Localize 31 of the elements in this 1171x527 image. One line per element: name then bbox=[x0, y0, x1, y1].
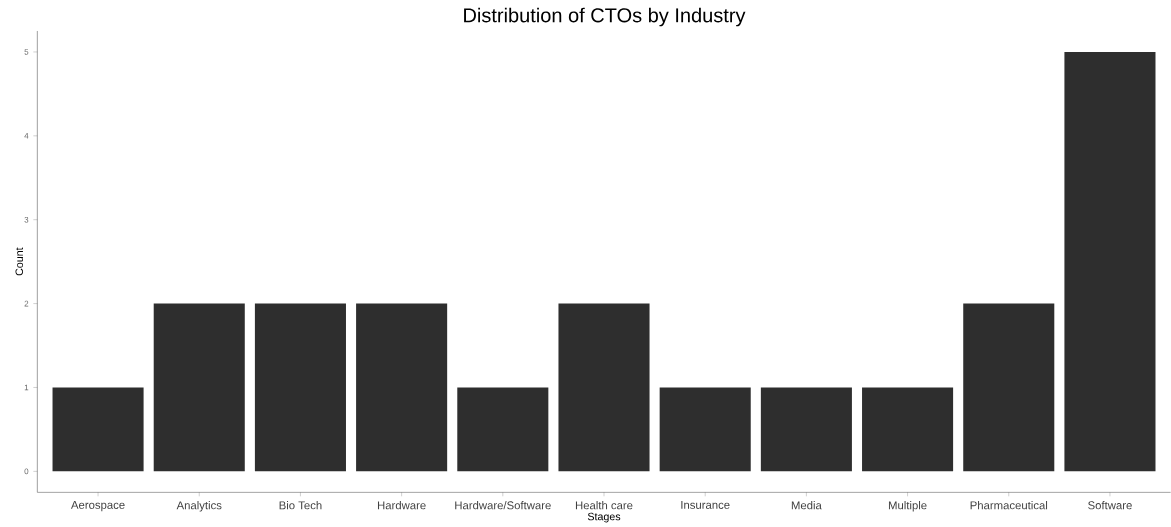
y-axis-title: Count bbox=[15, 247, 24, 276]
y-tick-label: 4 bbox=[24, 133, 29, 139]
x-tick-label: Pharmaceutical bbox=[970, 501, 1048, 510]
x-tick-label: Health care bbox=[575, 501, 633, 510]
y-tick-label: 1 bbox=[24, 384, 29, 391]
bar bbox=[52, 387, 144, 472]
bar bbox=[254, 303, 346, 472]
bar bbox=[153, 303, 245, 472]
x-tick-label: Insurance bbox=[681, 501, 730, 509]
bar bbox=[356, 303, 448, 472]
x-tick-label: Hardware/Software bbox=[455, 501, 551, 510]
chart-title: Distribution of CTOs by Industry bbox=[464, 7, 746, 27]
x-tick-label: Bio Tech bbox=[279, 501, 322, 510]
bar bbox=[659, 387, 751, 472]
bar bbox=[558, 303, 650, 472]
x-axis-title: Stages bbox=[587, 512, 621, 523]
bar bbox=[862, 387, 954, 472]
y-tick-label: 3 bbox=[24, 216, 29, 223]
y-tick-label: 5 bbox=[24, 49, 29, 55]
x-tick-label: Hardware bbox=[377, 501, 426, 510]
x-tick-label: Aerospace bbox=[70, 501, 125, 512]
x-tick-label: Multiple bbox=[888, 501, 927, 512]
x-tick-label: Software bbox=[1088, 501, 1132, 510]
bar bbox=[760, 387, 852, 472]
x-tick-label: Media bbox=[791, 501, 822, 510]
y-tick-label: 2 bbox=[24, 300, 29, 307]
bar bbox=[1064, 51, 1156, 472]
y-tick-label: 0 bbox=[24, 468, 29, 475]
x-tick-label: Analytics bbox=[176, 501, 222, 512]
bar bbox=[457, 387, 549, 472]
bar bbox=[963, 303, 1055, 472]
